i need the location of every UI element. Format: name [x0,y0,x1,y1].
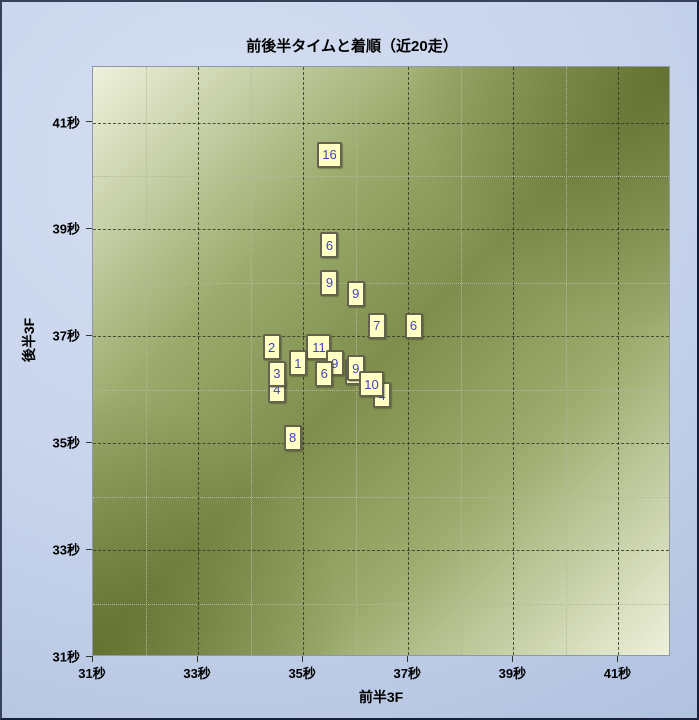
data-marker-10: 10 [358,371,384,398]
y-tick-label-35: 35秒 [52,435,80,451]
gridline-y-minor-34 [93,496,669,498]
gridline-y-major-35 [93,443,669,445]
x-tick-label-35: 35秒 [288,666,316,681]
gridline-x-major-41 [618,67,620,655]
gridline-y-major-41 [93,122,669,124]
data-marker-2: 2 [262,334,281,361]
gridline-x-minor-40 [565,67,567,655]
gridline-x-major-37 [408,67,410,655]
x-tick-label-37: 37秒 [393,666,421,681]
gridline-x-major-39 [513,67,515,655]
y-tick-label-37: 37秒 [52,328,80,344]
x-tick-41 [617,656,619,662]
data-marker-9: 9 [320,269,339,296]
x-tick-37 [407,656,409,662]
gridline-x-minor-34 [250,67,252,655]
x-tick-label-41: 41秒 [603,666,632,681]
gridline-y-minor-40 [93,176,669,178]
data-marker-9: 9 [346,280,365,307]
gridline-x-minor-32 [145,67,147,655]
x-tick-33 [197,656,199,662]
gridline-y-minor-32 [93,603,669,605]
y-tick-41 [86,121,92,123]
y-tick-33 [86,548,92,550]
data-marker-6: 6 [315,360,334,387]
x-tick-31 [92,656,93,662]
y-tick-label-31: 31秒 [52,649,80,665]
data-marker-1: 1 [288,350,307,377]
x-tick-label-39: 39秒 [498,666,527,681]
gridline-y-major-39 [93,229,669,231]
y-tick-31 [86,655,92,657]
gridline-y-minor-38 [93,282,669,284]
data-marker-6: 6 [320,232,339,259]
x-tick-label-33: 33秒 [183,666,211,681]
gridline-x-major-33 [198,67,200,655]
y-tick-39 [86,227,92,229]
x-tick-39 [512,656,514,662]
chart-title: 前後半タイムと着順（近20走） [246,38,458,55]
y-tick-label-33: 33秒 [52,542,80,558]
y-tick-37 [86,334,92,336]
y-axis-title: 後半3F [21,317,37,363]
x-axis-title: 前半3F [358,689,404,705]
data-marker-3: 3 [267,360,286,387]
x-tick-label-31: 31秒 [78,666,106,681]
y-tick-label-39: 39秒 [52,221,80,237]
y-tick-35 [86,441,92,443]
data-marker-6: 6 [404,312,423,339]
data-marker-16: 16 [316,141,342,168]
data-marker-7: 7 [367,312,386,339]
y-tick-label-41: 41秒 [52,115,80,131]
gridline-x-minor-38 [460,67,462,655]
gridline-y-major-33 [93,550,669,552]
plot-area: 16699762111963491048 [92,66,670,656]
x-tick-35 [302,656,304,662]
data-marker-8: 8 [283,424,302,451]
